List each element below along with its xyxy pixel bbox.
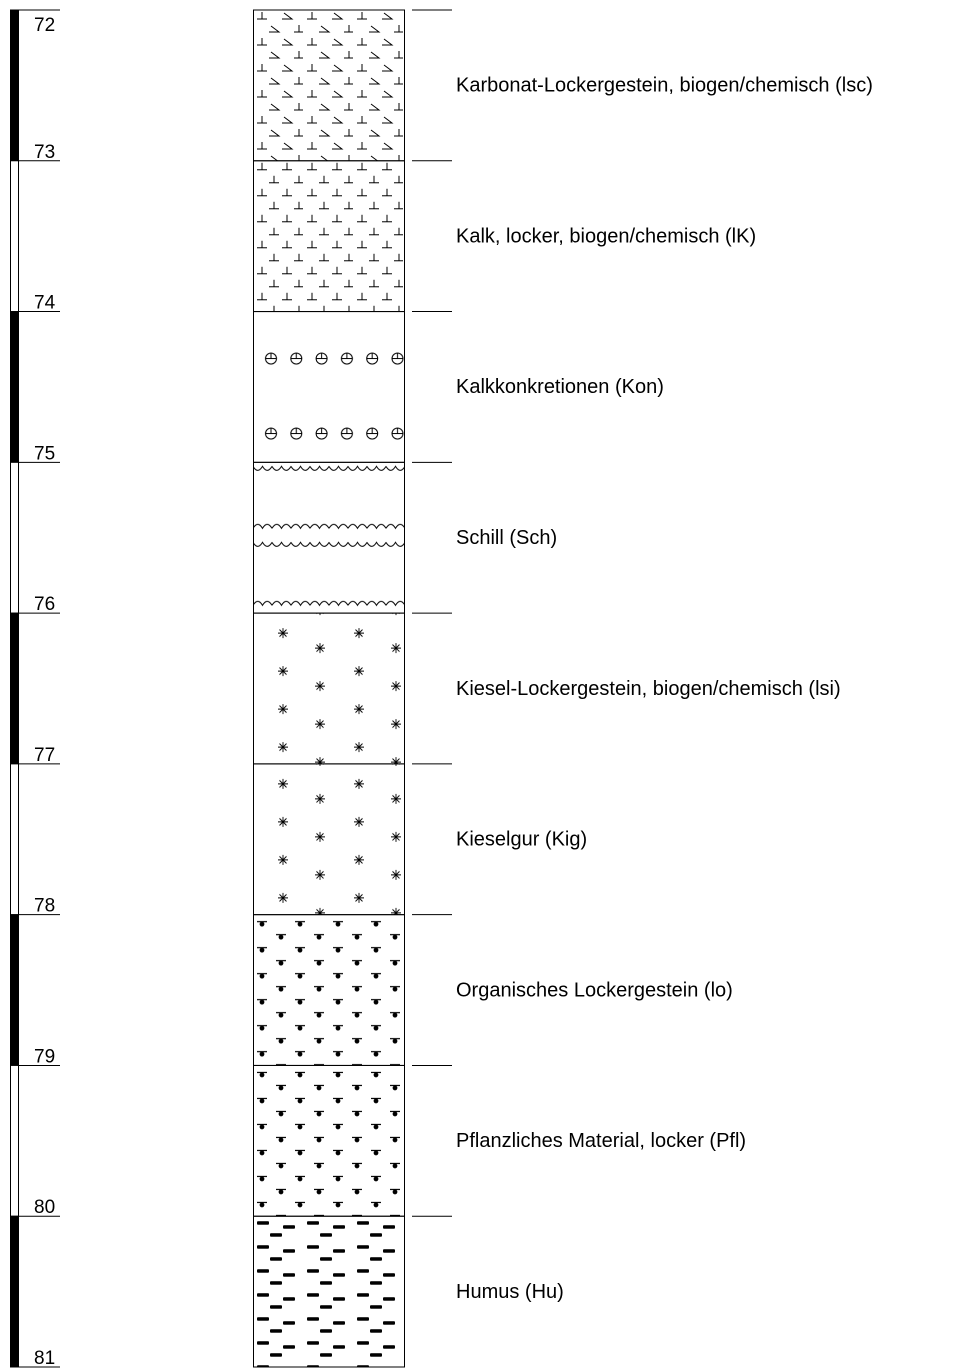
layer-label: Kieselgur (Kig) xyxy=(456,829,587,851)
depth-label: 79 xyxy=(34,1046,55,1067)
layer-label: Organisches Lockergestein (lo) xyxy=(456,979,733,1001)
depth-label: 74 xyxy=(34,293,56,314)
depth-bar-segment xyxy=(10,914,19,1066)
depth-label: 76 xyxy=(34,594,55,615)
layer xyxy=(253,9,405,162)
depth-label: 73 xyxy=(34,142,55,163)
depth-label: 80 xyxy=(34,1197,55,1218)
depth-label: 78 xyxy=(34,896,55,917)
layer-label: Pflanzliches Material, locker (Pfl) xyxy=(456,1130,746,1152)
depth-bar-segment xyxy=(10,1064,19,1217)
layer xyxy=(253,311,405,463)
layer-label: Schill (Sch) xyxy=(456,527,557,549)
layer xyxy=(253,1064,405,1217)
depth-bar-segment xyxy=(10,763,19,916)
layer-label: Kalk, locker, biogen/chemisch (lK) xyxy=(456,225,756,247)
depth-label: 72 xyxy=(34,15,55,36)
layer xyxy=(253,914,405,1066)
depth-bar-segment xyxy=(10,9,19,162)
layer-label: Karbonat-Lockergestein, biogen/chemisch … xyxy=(456,75,873,97)
layer-label: Kalkkonkretionen (Kon) xyxy=(456,376,664,398)
layer xyxy=(253,612,405,765)
depth-bar-segment xyxy=(10,1215,19,1368)
depth-bar-segment xyxy=(10,311,19,463)
depth-label: 77 xyxy=(34,745,55,766)
layer-label: Humus (Hu) xyxy=(456,1281,564,1303)
depth-label: 81 xyxy=(34,1348,55,1369)
layer xyxy=(253,461,405,614)
layer-label: Kiesel-Lockergestein, biogen/chemisch (l… xyxy=(456,678,841,700)
layer xyxy=(253,160,405,313)
depth-bar-segment xyxy=(10,461,19,614)
layer xyxy=(253,763,405,916)
layer xyxy=(253,1215,405,1368)
depth-bar-segment xyxy=(10,612,19,765)
depth-bar-segment xyxy=(10,160,19,313)
depth-label: 75 xyxy=(34,443,55,464)
